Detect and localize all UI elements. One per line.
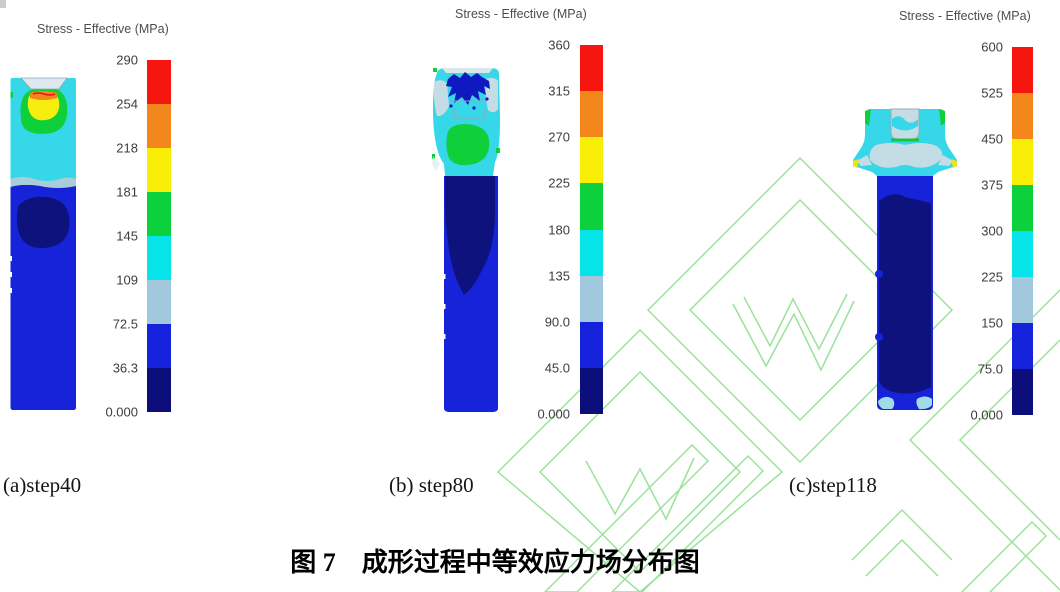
tick-label: 270 [548,129,570,145]
scan-artifact [0,0,6,8]
tick-label: 0.000 [105,404,138,420]
tick-label: 225 [548,175,570,191]
tick-label: 525 [981,85,1003,101]
tick-label: 375 [981,177,1003,193]
colorbar-segment [580,183,603,230]
colorbar-segment [1012,93,1033,139]
colorbar-segment [147,368,171,412]
colorbar-ticks-b: 360 315 270 225 180 135 90.0 45.0 0.000 [490,38,570,422]
tick-label: 290 [116,52,138,68]
colorbar-segment [580,91,603,138]
colorbar-segment [580,367,603,414]
tick-label: 36.3 [112,360,138,376]
billet-b-contour [432,68,500,412]
colorbar-segment [1012,47,1033,93]
tick-label: 145 [116,228,138,244]
colorbar-segment [580,275,603,322]
colorbar-segment [147,324,171,368]
colorbar-segment [580,45,603,92]
tick-label: 360 [548,37,570,53]
tick-label: 150 [981,315,1003,331]
colorbar-segment [1012,323,1033,369]
tick-label: 300 [981,223,1003,239]
colorbar-b [580,45,603,414]
caption-b: (b) step80 [389,473,474,497]
colorbar-segment [1012,369,1033,415]
legend-title-a: Stress - Effective (MPa) [37,22,169,36]
colorbar-segment [147,280,171,324]
colorbar-ticks-c: 600 525 450 375 300 225 150 75.0 0.000 [923,40,1003,423]
tick-label: 600 [981,39,1003,55]
tick-label: 181 [116,184,138,200]
colorbar-segment [147,236,171,280]
tick-label: 450 [981,131,1003,147]
colorbar-segment [580,137,603,184]
colorbar-a [147,60,171,412]
tick-label: 254 [116,96,138,112]
tick-label: 180 [548,222,570,237]
colorbar-c [1012,47,1033,415]
tick-label: 0.000 [970,407,1003,423]
colorbar-segment [147,60,171,104]
colorbar-ticks-a: 290 254 218 181 145 109 72.5 36.3 0.000 [58,53,138,420]
tick-label: 315 [548,83,570,99]
tick-label: 0.000 [537,406,570,422]
billet-c-contour [853,108,957,410]
colorbar-segment [147,192,171,236]
billet-a-contour [10,77,76,410]
colorbar-segment [1012,277,1033,323]
colorbar-segment [1012,231,1033,277]
colorbar-segment [1012,185,1033,231]
tick-label: 218 [116,140,138,156]
legend-title-c: Stress - Effective (MPa) [899,9,1031,23]
tick-label: 90.0 [544,314,570,330]
colorbar-segment [147,104,171,148]
tick-label: 75.0 [977,361,1003,377]
tick-label: 72.5 [112,316,138,332]
colorbar-segment [580,229,603,276]
tick-label: 109 [116,272,138,288]
colorbar-segment [580,321,603,368]
caption-a: (a)step40 [3,473,82,497]
legend-title-b: Stress - Effective (MPa) [455,7,587,21]
caption-c: (c)step118 [789,473,877,497]
figure-title: 图 7 成形过程中等效应力场分布图 [290,548,700,577]
tick-label: 225 [981,269,1003,285]
tick-label: 135 [548,268,570,284]
tick-label: 45.0 [544,360,570,376]
colorbar-segment [147,148,171,192]
colorbar-segment [1012,139,1033,185]
